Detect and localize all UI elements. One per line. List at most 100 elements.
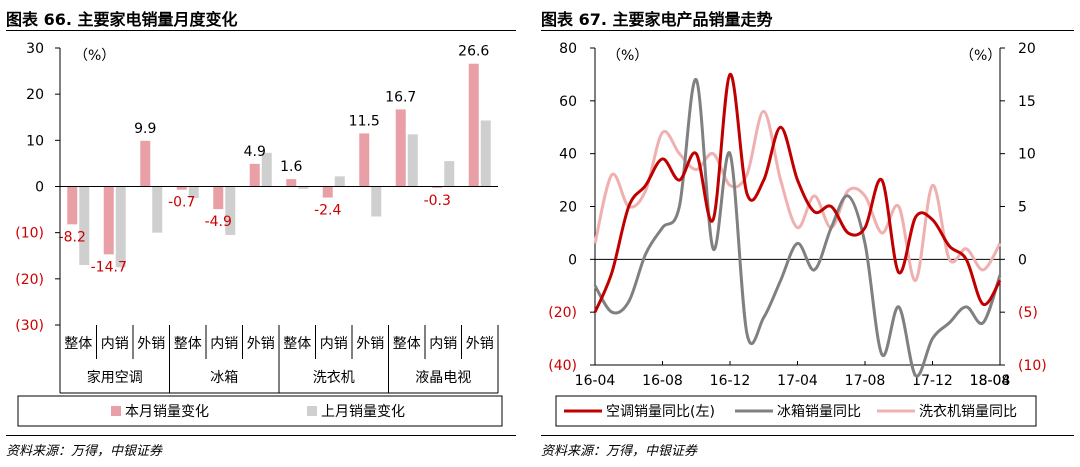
legend-label-previous: 上月销量变化: [321, 404, 405, 420]
y-tick-label: 20: [26, 87, 44, 103]
category-label: 整体: [393, 336, 421, 352]
category-label: 外销: [356, 336, 384, 352]
group-label: 家用空调: [87, 369, 143, 386]
bar-data-label: 1.6: [280, 159, 302, 175]
bar-current: [103, 186, 114, 255]
bar-data-label: 4.9: [244, 144, 266, 160]
bar-data-label: -8.2: [59, 229, 86, 245]
category-label: 内销: [210, 336, 238, 352]
left-title-rule: [6, 30, 516, 31]
right-source-note: 资料来源：万得，中银证券: [541, 444, 698, 459]
right-y-tick-label: 20: [1018, 41, 1036, 57]
x-tick-label: 17-04: [777, 373, 818, 389]
bar-current: [249, 163, 260, 187]
y-tick-label: 30: [26, 41, 44, 57]
legend-label-series-ac-sales-yoy: 空调销量同比(左): [606, 404, 715, 420]
legend-swatch-previous: [307, 406, 317, 416]
bar-current: [213, 186, 224, 210]
left-y-tick-label: 20: [559, 200, 577, 216]
x-tick-label: 16-12: [710, 373, 751, 389]
bar-current: [395, 109, 406, 187]
right-unit-label: （%）: [960, 48, 1001, 64]
bar-previous: [334, 176, 345, 187]
legend-swatch-current: [111, 406, 121, 416]
right-y-tick-label: 0: [1018, 252, 1027, 268]
bar-data-label: -0.3: [424, 193, 451, 209]
bar-previous: [480, 120, 491, 187]
right-y-tick-label: 15: [1018, 94, 1036, 110]
x-tick-label: 16-08: [642, 373, 683, 389]
bar-current: [432, 186, 443, 188]
y-tick-label: (30): [15, 318, 44, 334]
left-y-tick-label: 80: [559, 41, 577, 57]
left-unit-label: （%）: [607, 48, 648, 64]
left-y-tick-label: 40: [559, 147, 577, 163]
bar-previous: [152, 186, 163, 233]
bottom-rule-left: [6, 435, 516, 436]
line-legend-box: [555, 395, 1037, 427]
left-chart-title: 图表 66. 主要家电销量月度变化: [6, 10, 238, 29]
x-tick-label: 17-12: [912, 373, 953, 389]
category-label: 内销: [101, 336, 129, 352]
bar-current: [468, 63, 479, 187]
bar-previous: [444, 161, 455, 187]
left-y-tick-label: 0: [568, 252, 577, 268]
right-y-tick-label: (10): [1018, 358, 1047, 374]
bar-current: [359, 133, 370, 187]
series-washer-sales-yoy: [593, 109, 1002, 282]
bar-previous: [79, 186, 90, 265]
category-label: 外销: [466, 336, 494, 352]
category-label: 内销: [429, 336, 457, 352]
y-tick-label: 0: [35, 180, 44, 196]
y-tick-label: 10: [26, 133, 44, 149]
bar-previous: [188, 186, 199, 199]
bar-previous: [371, 186, 382, 217]
bar-data-label: 16.7: [385, 89, 416, 105]
y-tick-label: (10): [15, 226, 44, 242]
bar-current: [286, 179, 297, 187]
category-label: 内销: [320, 336, 348, 352]
right-y-tick-label: (5): [1018, 305, 1038, 321]
bar-data-label: -0.7: [168, 195, 195, 211]
right-y-tick-label: 5: [1018, 200, 1027, 216]
legend-label-series-fridge-sales-yoy: 冰箱销量同比: [777, 404, 861, 420]
right-chart-title: 图表 67. 主要家电产品销量走势: [541, 10, 773, 29]
left-y-tick-label: 60: [559, 94, 577, 110]
bar-data-label: 26.6: [458, 44, 489, 60]
right-line-chart: 80 60 40 20 0 (20) (40) 20 15 10 5 0 (5) (10) （%） （%） 16…: [548, 41, 1047, 427]
legend-label-series-washer-sales-yoy: 洗衣机销量同比: [919, 404, 1017, 420]
category-label: 整体: [283, 336, 311, 352]
bar-previous: [298, 186, 309, 189]
category-label: 外销: [247, 336, 275, 352]
category-label: 整体: [64, 336, 92, 352]
x-tick-label: 16-04: [575, 373, 616, 389]
category-label: 整体: [174, 336, 202, 352]
bar-current: [322, 186, 333, 198]
bar-current: [67, 186, 78, 225]
bar-data-label: -2.4: [314, 203, 341, 219]
series-fridge-sales-yoy: [593, 78, 1002, 378]
bar-previous: [225, 186, 236, 235]
right-y-tick-label: 10: [1018, 147, 1036, 163]
y-tick-label: (20): [15, 272, 44, 288]
group-label: 冰箱: [210, 370, 238, 386]
bar-previous: [407, 134, 418, 187]
legend-label-current: 本月销量变化: [125, 404, 209, 420]
group-label: 洗衣机: [313, 370, 355, 386]
bar-previous: [115, 186, 126, 268]
category-label: 外销: [137, 336, 165, 352]
group-label: 液晶电视: [415, 370, 471, 386]
bar-data-label: 9.9: [134, 121, 156, 137]
bar-current: [140, 140, 151, 187]
series-ac-sales-yoy: [593, 72, 1002, 313]
x-tick-label: 17-08: [845, 373, 886, 389]
right-title-rule: [541, 30, 1074, 31]
left-y-tick-label: (40): [548, 358, 577, 374]
unit-label: （%）: [74, 48, 115, 64]
left-y-tick-label: (20): [548, 305, 577, 321]
x-tick-label: 18-04: [970, 373, 1011, 389]
x-tick-label: 18-08: [970, 373, 1011, 389]
bar-current: [176, 186, 187, 190]
left-bar-chart: -8.2 -14.7 9.9 -0.7 -4.9 4.9 1.6 -2.4 11.5 16.7 -0…: [15, 41, 503, 427]
left-source-note: 资料来源：万得，中银证券: [6, 444, 163, 459]
